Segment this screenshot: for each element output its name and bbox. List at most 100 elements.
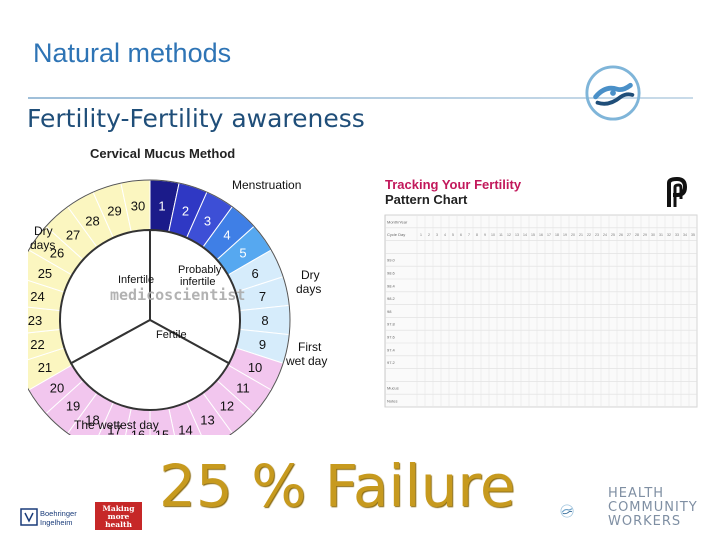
grid-cycle-day: 10 xyxy=(491,233,495,237)
hcw-text-1: HEALTH xyxy=(608,486,665,501)
grid-cycle-day: 19 xyxy=(563,233,567,237)
outer-ring-day-label: 3 xyxy=(204,213,211,228)
grid-cycle-day: 34 xyxy=(683,233,687,237)
grid-row-label: 98.4 xyxy=(387,283,396,288)
outer-ring-day-label: 8 xyxy=(261,313,268,328)
grid-row-label: Month/Year xyxy=(387,219,408,224)
grid-cycle-day: 11 xyxy=(499,233,503,237)
outer-ring-day-label: 23 xyxy=(28,313,42,328)
watermark: medicoscientist xyxy=(110,286,245,304)
grid-row-label: 98 xyxy=(387,309,392,314)
infertile-label: Infertile xyxy=(118,274,154,286)
outer-ring-day-label: 22 xyxy=(30,337,44,352)
tracking-fertility-chart: Tracking Your Fertility Pattern Chart Mo… xyxy=(383,175,701,410)
tracking-title-1: Tracking Your Fertility xyxy=(385,177,522,192)
outer-ring-day-label: 2 xyxy=(182,204,189,219)
grid-cycle-day: 12 xyxy=(507,233,511,237)
outer-ring-day-label: 18 xyxy=(85,413,99,428)
grid-cycle-day: 35 xyxy=(691,233,695,237)
grid-cycle-day: 25 xyxy=(611,233,615,237)
outer-ring-day-label: 16 xyxy=(131,427,145,435)
hcw-text-3: WORKERS xyxy=(608,514,682,529)
dry-days-right-label-1: Dry xyxy=(301,268,320,282)
grid-cycle-day: 18 xyxy=(555,233,559,237)
fertile-sector xyxy=(69,318,231,411)
outer-ring-day-label: 26 xyxy=(50,245,64,260)
grid-row-label: 97.2 xyxy=(387,360,396,365)
outer-ring-day-label: 28 xyxy=(85,213,99,228)
grid-row-label: 98.6 xyxy=(387,271,396,276)
outer-ring-day-label: 6 xyxy=(251,266,258,281)
grid-cycle-day: 30 xyxy=(651,233,655,237)
grid-cycle-day: 21 xyxy=(579,233,583,237)
grid-cycle-day: 20 xyxy=(571,233,575,237)
planned-parenthood-logo-icon xyxy=(665,176,689,209)
menstruation-label: Menstruation xyxy=(232,178,301,192)
outer-ring: 1 234567891011121314151617181920212223242… xyxy=(28,179,291,435)
dry-days-left-label-1: Dry xyxy=(34,224,53,238)
outer-ring-day-label: 24 xyxy=(30,289,44,304)
outer-ring-day-label: 1 xyxy=(158,199,165,214)
grid-cycle-day: 8 xyxy=(476,233,478,237)
health-community-workers-logo-icon xyxy=(560,504,574,518)
grid-row-label: Mucus xyxy=(387,386,399,391)
grid-row-label: 97.4 xyxy=(387,347,396,352)
probably-infertile-sector xyxy=(149,228,241,365)
outer-ring-day-label: 10 xyxy=(248,360,262,375)
outer-ring-day-label: 25 xyxy=(38,266,52,281)
grid-cycle-day: 22 xyxy=(587,233,591,237)
making-more-health-logo: Making more health xyxy=(95,502,142,530)
grid-cycle-day: 33 xyxy=(675,233,679,237)
tracking-title-2: Pattern Chart xyxy=(385,192,468,207)
mmh-text-1: Making xyxy=(102,504,135,513)
grid-cycle-day: 1 xyxy=(420,233,422,237)
grid-cycle-day: 13 xyxy=(515,233,519,237)
grid-cycle-day: 24 xyxy=(603,233,607,237)
outer-ring-day-label: 11 xyxy=(236,381,250,396)
grid-cycle-day: 9 xyxy=(484,233,486,237)
dry-days-right-label-2: days xyxy=(296,282,321,296)
grid-cycle-day: 3 xyxy=(436,233,438,237)
fertile-label: Fertile xyxy=(156,329,187,341)
outer-ring-day-label: 13 xyxy=(200,413,214,428)
outer-ring-day-label: 14 xyxy=(178,422,192,435)
grid-cycle-day: 23 xyxy=(595,233,599,237)
mmh-text-3: health xyxy=(105,520,132,529)
outer-ring-day-label: 27 xyxy=(66,228,80,243)
outer-ring-day-label: 21 xyxy=(38,360,52,375)
boehringer-text-1: Boehringer xyxy=(40,509,77,518)
outer-ring-day-label: 5 xyxy=(239,245,246,260)
grid-cycle-day: 29 xyxy=(643,233,647,237)
probably-label: Probably xyxy=(178,264,222,276)
grid-row-label: 97.8 xyxy=(387,322,396,327)
grid-row-label: 99.0 xyxy=(387,258,396,263)
outer-ring-day-label: 12 xyxy=(220,398,234,413)
outer-ring-day-label: 20 xyxy=(50,381,64,396)
mucus-chart-heading: Cervical Mucus Method xyxy=(90,146,235,161)
slide-title: Natural methods xyxy=(33,38,232,68)
mmh-text-2: more xyxy=(107,512,130,521)
first-wet-label-1: First xyxy=(298,340,322,354)
infertile-sector xyxy=(59,228,151,365)
grid-cycle-day: 16 xyxy=(539,233,543,237)
probably-infertile-label: infertile xyxy=(180,276,215,288)
grid-cycle-day: 6 xyxy=(460,233,462,237)
slide-subtitle: Fertility-Fertility awareness xyxy=(27,104,365,133)
grid-cycle-day: 26 xyxy=(619,233,623,237)
grid-cycle-day: 15 xyxy=(531,233,535,237)
ring-outline xyxy=(28,179,291,435)
grid-cycle-day: 32 xyxy=(667,233,671,237)
grid-cycle-day: 2 xyxy=(428,233,430,237)
grid-cycle-day: 17 xyxy=(547,233,551,237)
boehringer-logo-icon: Boehringer Ingelheim xyxy=(20,508,77,527)
grid-row-label: Cycle Day xyxy=(387,232,405,237)
grid-row-label: Notes xyxy=(387,399,397,404)
grid-cycle-day: 14 xyxy=(523,233,527,237)
grid-row-label: 97.6 xyxy=(387,335,396,340)
outer-ring-day-label: 19 xyxy=(66,398,80,413)
hands-logo-icon xyxy=(585,65,641,121)
dry-days-left-label-2: days xyxy=(30,238,55,252)
failure-text: 25 % Failure xyxy=(159,452,516,520)
cervical-mucus-chart: Cervical Mucus Method 1 23456789101112131… xyxy=(28,146,327,435)
grid-cycle-day: 7 xyxy=(468,233,470,237)
